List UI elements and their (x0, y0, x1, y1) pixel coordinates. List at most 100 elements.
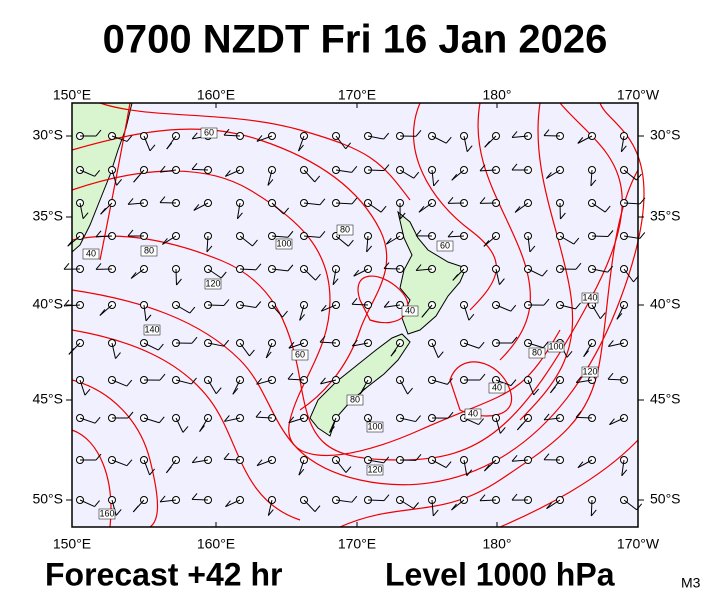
barb-staff (320, 379, 337, 385)
barb-staff (431, 499, 434, 516)
barb-flag (542, 341, 549, 349)
barb-flag (415, 229, 422, 237)
barb-staff (514, 202, 529, 213)
barb-flag (162, 238, 168, 245)
contour-label-box (200, 127, 218, 139)
barb-flag (510, 379, 517, 386)
barb-flag (182, 426, 189, 433)
barb-flag (191, 336, 198, 344)
barb-staff (366, 235, 369, 252)
barb-flag (282, 310, 288, 318)
barb-staff (431, 135, 447, 144)
barb-flag (483, 464, 490, 472)
barb-flag (191, 132, 198, 140)
barb-flag (573, 237, 580, 245)
barb-flag (283, 207, 290, 215)
barb-staff (160, 169, 177, 173)
barb-flag (319, 231, 326, 238)
barb-staff (299, 304, 305, 321)
contour-label: 140 (144, 324, 159, 334)
barb-flag (176, 278, 182, 286)
barb-staff (559, 235, 575, 245)
barb-flag (510, 304, 517, 312)
barb-flag (288, 416, 295, 424)
barb-flag (223, 128, 230, 136)
barb-flag (590, 179, 597, 187)
barb-flag (604, 205, 611, 213)
barb-flag (447, 230, 454, 238)
barb-flag (451, 173, 458, 181)
barb-flag (158, 416, 165, 424)
contour-label-box (436, 240, 454, 252)
barb-flag (63, 299, 70, 307)
lon-label-top: 180° (483, 87, 512, 103)
barb-flag (223, 452, 230, 460)
barb-staff (207, 268, 222, 279)
barb-staff (191, 498, 209, 501)
wind-barbs (63, 128, 646, 517)
contour-label-box (464, 408, 482, 420)
barb-flag (433, 179, 440, 187)
barb-staff (223, 458, 241, 461)
barb-staff (239, 304, 256, 308)
barb-flag (383, 494, 390, 501)
barb-flag (115, 352, 121, 359)
barb-flag (252, 239, 258, 247)
barb-staff (79, 202, 84, 219)
barb-flag (607, 265, 614, 273)
lat-label-right: 30°S (650, 127, 681, 143)
barb-flag (314, 175, 321, 183)
barb-staff (256, 135, 273, 142)
barb-staff (162, 235, 177, 245)
barb-flag (255, 263, 262, 271)
barb-flag (452, 274, 459, 281)
barb-flag (287, 264, 294, 272)
barb-flag (94, 500, 100, 507)
barb-flag (390, 349, 397, 357)
barb-staff (298, 135, 305, 152)
barb-staff (512, 135, 529, 138)
lon-label-bottom: 160°E (197, 536, 235, 552)
barb-staff (399, 379, 409, 395)
barb-flag (516, 423, 523, 431)
barb-staff (399, 169, 414, 179)
barb-staff (303, 169, 316, 183)
barb-staff (590, 499, 593, 517)
barb-staff (224, 417, 241, 422)
barb-staff (111, 459, 128, 467)
barb-staff (111, 135, 128, 142)
barb-staff (591, 304, 601, 319)
barb-staff (367, 135, 384, 140)
barb-staff (287, 378, 305, 381)
contour-label: 120 (582, 366, 597, 376)
map-frame (71, 102, 639, 528)
barb-flag (511, 493, 518, 501)
barb-flag (383, 262, 390, 269)
barb-flag (447, 197, 454, 204)
barb-staff (386, 235, 401, 245)
barb-flag (255, 301, 262, 308)
barb-flag (468, 313, 475, 321)
barb-staff (620, 135, 625, 152)
barb-flag (543, 413, 550, 421)
contour-label-box (528, 347, 546, 359)
barb-staff (590, 169, 593, 186)
barb-flag (189, 306, 196, 314)
barb-flag (616, 313, 623, 320)
barb-flag (451, 503, 457, 511)
barb-staff (479, 499, 497, 502)
barb-flag (608, 340, 614, 347)
barb-flag (95, 453, 102, 461)
barb-flag (466, 469, 473, 477)
barb-flag (145, 314, 152, 322)
contour-label: 100 (276, 238, 291, 248)
barb-flag (479, 494, 486, 502)
barb-flag (511, 336, 518, 344)
barb-flag (607, 230, 614, 237)
lon-label-top: 150°E (53, 87, 91, 103)
barb-staff (607, 378, 625, 381)
barb-flag (223, 299, 230, 306)
barb-flag (130, 272, 137, 279)
barb-flag (127, 229, 134, 237)
